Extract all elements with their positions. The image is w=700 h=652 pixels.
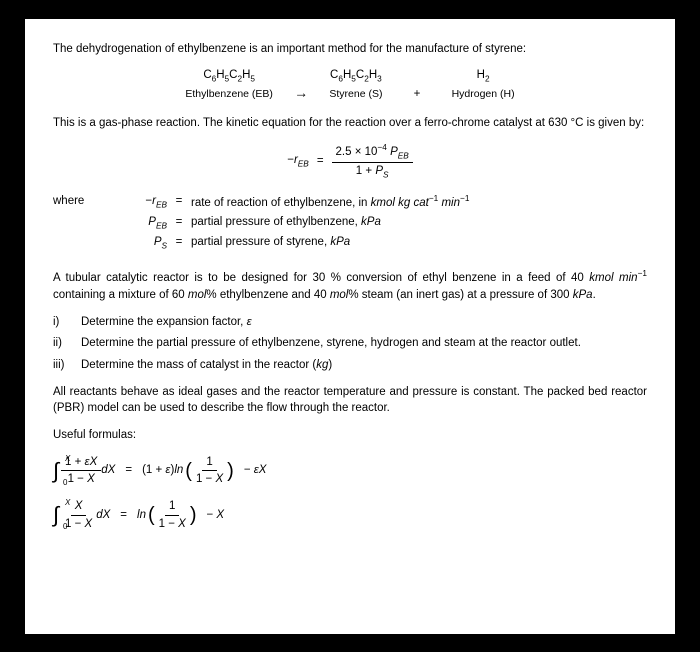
design-spec: A tubular catalytic reactor is to be des…: [53, 268, 647, 303]
where-sym: PEB: [119, 214, 167, 232]
formula-1: ∫0X 1 + εX 1 − X dX = (1 + ε)ln ( 1 1 − …: [53, 454, 647, 488]
useful-formulas-label: Useful formulas:: [53, 427, 647, 444]
rhs-tail: − X: [207, 507, 225, 524]
rhs-paren-group: ( 1 1 − X ): [185, 454, 234, 488]
where-block: where −rEB = rate of reaction of ethylbe…: [53, 193, 647, 254]
int-lower: 0: [63, 521, 67, 533]
rate-denominator: 1 + PS: [352, 163, 393, 181]
rhs-tail: − εX: [244, 462, 267, 479]
formulas-block: ∫0X 1 + εX 1 − X dX = (1 + ε)ln ( 1 1 − …: [53, 454, 647, 533]
dx-symbol: dX: [96, 507, 110, 524]
question-label: iii): [53, 357, 71, 374]
where-eq: =: [173, 214, 185, 232]
rate-numerator: 2.5 × 10−4 PEB: [332, 142, 413, 163]
rhs-frac-den: 1 − X: [192, 471, 227, 488]
where-def: partial pressure of styrene, kPa: [191, 234, 350, 252]
question-list: i) Determine the expansion factor, ε ii)…: [53, 314, 647, 374]
where-eq: =: [173, 234, 185, 252]
where-def: rate of reaction of ethylbenzene, in kmo…: [191, 193, 469, 212]
equals-sign: =: [317, 153, 324, 170]
rhs-frac-den: 1 − X: [155, 516, 190, 533]
product1-formula: C6H5C2H3: [329, 67, 382, 85]
where-row: PS = partial pressure of styrene, kPa: [119, 234, 647, 252]
where-def: partial pressure of ethylbenzene, kPa: [191, 214, 381, 232]
dx-symbol: dX: [101, 462, 115, 479]
document-page: The dehydrogenation of ethylbenzene is a…: [25, 19, 675, 634]
rhs-part1: ln: [137, 507, 146, 524]
rhs-part1: (1 + ε)ln: [142, 462, 183, 479]
question-label: ii): [53, 335, 71, 352]
rate-lhs: −rEB: [287, 152, 309, 170]
equals: =: [120, 507, 127, 524]
where-row: PEB = partial pressure of ethylbenzene, …: [119, 214, 647, 232]
formula-2: ∫0X X 1 − X dX = ln ( 1 1 − X ) − X: [53, 498, 647, 532]
where-row: −rEB = rate of reaction of ethylbenzene,…: [119, 193, 647, 212]
int-lower: 0: [63, 477, 67, 489]
rate-fraction: 2.5 × 10−4 PEB 1 + PS: [332, 142, 413, 181]
product2-formula: H2: [452, 67, 515, 85]
plus-sign: +: [414, 88, 421, 100]
where-sym: PS: [119, 234, 167, 252]
question-text: Determine the partial pressure of ethylb…: [81, 335, 581, 352]
integrand-num: X: [71, 498, 87, 516]
rhs-frac-num: 1: [202, 454, 216, 472]
reaction-equation: C6H5C2H5 Ethylbenzene (EB) → C6H5C2H3 St…: [53, 67, 647, 103]
where-definitions: −rEB = rate of reaction of ethylbenzene,…: [119, 193, 647, 254]
reactant-formula: C6H5C2H5: [185, 67, 273, 85]
integral-sign: ∫0X: [53, 499, 59, 531]
integrand-den: 1 − X: [64, 471, 99, 488]
reactant-name: Ethylbenzene (EB): [185, 87, 273, 102]
assumptions-text: All reactants behave as ideal gases and …: [53, 384, 647, 417]
int-upper: X: [65, 453, 70, 465]
rate-equation: −rEB = 2.5 × 10−4 PEB 1 + PS: [53, 142, 647, 181]
question-item: iii) Determine the mass of catalyst in t…: [53, 357, 647, 374]
question-label: i): [53, 314, 71, 331]
where-eq: =: [173, 193, 185, 212]
where-sym: −rEB: [119, 193, 167, 212]
intro-text: The dehydrogenation of ethylbenzene is a…: [53, 41, 647, 58]
rhs-frac-num: 1: [165, 498, 179, 516]
int-upper: X: [65, 497, 70, 509]
equals: =: [125, 462, 132, 479]
product2-name: Hydrogen (H): [452, 87, 515, 102]
where-label: where: [53, 193, 101, 254]
reaction-arrow: →: [294, 84, 308, 100]
question-item: i) Determine the expansion factor, ε: [53, 314, 647, 331]
rhs-paren-group: ( 1 1 − X ): [148, 498, 197, 532]
question-item: ii) Determine the partial pressure of et…: [53, 335, 647, 352]
kinetic-intro: This is a gas-phase reaction. The kineti…: [53, 115, 647, 132]
question-text: Determine the expansion factor, ε: [81, 314, 252, 331]
product1-name: Styrene (S): [329, 87, 382, 102]
integral-sign: ∫0X: [53, 455, 59, 487]
question-text: Determine the mass of catalyst in the re…: [81, 357, 332, 374]
